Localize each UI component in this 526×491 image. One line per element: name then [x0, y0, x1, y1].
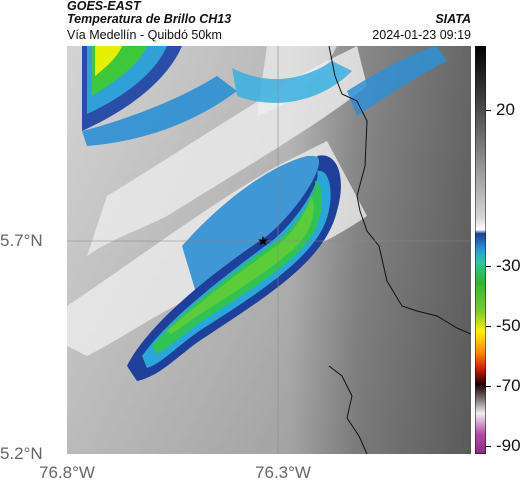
country-border — [328, 46, 471, 454]
colorbar-tick-label: 20 — [496, 100, 515, 119]
org-label: SIATA — [435, 12, 471, 26]
satellite-map — [67, 46, 471, 454]
x-tick-label: 76.3°W — [255, 463, 311, 482]
colorbar-tick-label: -30 — [496, 256, 521, 275]
datetime-label: 2024-01-23 09:19 — [372, 28, 471, 42]
x-tick-label: 76.8°W — [39, 463, 95, 482]
y-tick-label: 5.7°N — [0, 231, 43, 250]
region-label: Vía Medellín - Quibdó 50km — [67, 28, 222, 42]
graticule — [67, 46, 471, 454]
map-header: GOES-EAST Temperatura de Brillo CH13 Vía… — [67, 0, 471, 46]
product-title: Temperatura de Brillo CH13 — [67, 12, 232, 26]
colorbar-tick-label: -70 — [496, 376, 521, 395]
map-canvas — [67, 46, 471, 454]
colorbar-tick-label: -90 — [496, 436, 521, 455]
colorbar-tick-label: -50 — [496, 316, 521, 335]
star-icon — [258, 236, 268, 246]
cloud-streak-blue — [182, 155, 338, 296]
y-tick-label: 5.2°N — [0, 444, 43, 463]
satellite-label: GOES-EAST — [67, 0, 141, 13]
colorbar — [474, 45, 487, 455]
